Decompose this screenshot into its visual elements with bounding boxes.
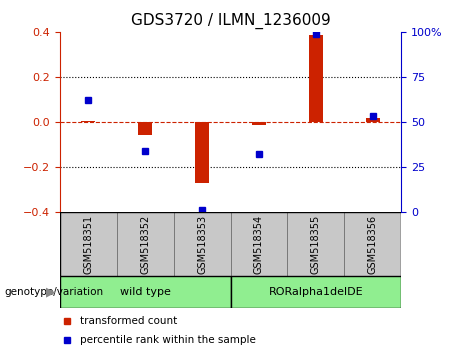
Bar — [81, 121, 95, 122]
Bar — [287, 212, 344, 276]
Bar — [117, 212, 174, 276]
Bar — [60, 276, 230, 308]
Bar — [60, 212, 117, 276]
Text: wild type: wild type — [120, 287, 171, 297]
Bar — [309, 35, 323, 122]
Text: percentile rank within the sample: percentile rank within the sample — [80, 335, 256, 345]
Bar — [344, 212, 401, 276]
Bar — [174, 212, 230, 276]
Title: GDS3720 / ILMN_1236009: GDS3720 / ILMN_1236009 — [130, 13, 331, 29]
Text: genotype/variation: genotype/variation — [5, 287, 104, 297]
Text: GSM518356: GSM518356 — [367, 215, 378, 274]
Text: RORalpha1delDE: RORalpha1delDE — [268, 287, 363, 297]
Text: ▶: ▶ — [46, 286, 55, 298]
Bar — [366, 118, 380, 122]
Bar — [195, 122, 209, 183]
Bar — [252, 122, 266, 125]
Bar — [230, 212, 287, 276]
Bar — [230, 276, 401, 308]
Text: GSM518352: GSM518352 — [140, 215, 150, 274]
Bar — [138, 122, 152, 135]
Text: GSM518355: GSM518355 — [311, 215, 321, 274]
Text: transformed count: transformed count — [80, 316, 177, 326]
Text: GSM518351: GSM518351 — [83, 215, 94, 274]
Text: GSM518354: GSM518354 — [254, 215, 264, 274]
Text: GSM518353: GSM518353 — [197, 215, 207, 274]
